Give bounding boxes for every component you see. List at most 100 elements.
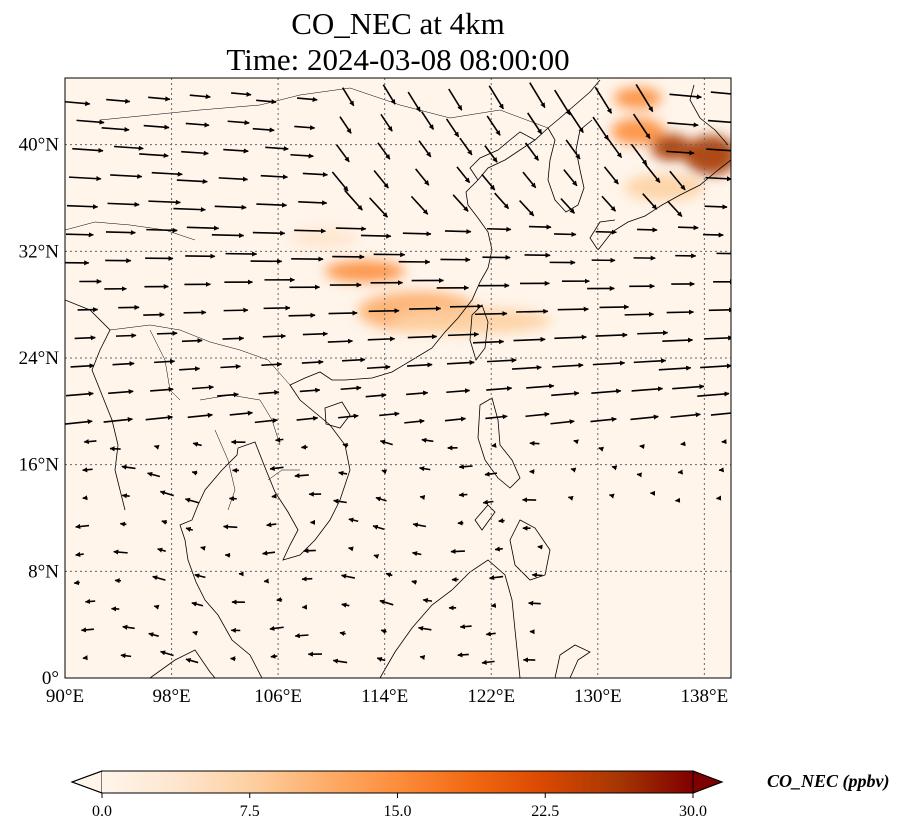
wind-arrow <box>710 412 731 416</box>
wind-arrow <box>704 204 728 210</box>
wind-arrow <box>703 232 724 238</box>
wind-arrow <box>342 357 366 363</box>
wind-arrow <box>707 119 731 124</box>
wind-arrow <box>335 144 350 163</box>
wind-arrow <box>706 148 731 152</box>
wind-arrow <box>632 113 651 139</box>
wind-arrow <box>667 122 699 128</box>
wind-arrow <box>150 386 174 393</box>
wind-arrow <box>342 442 349 448</box>
wind-arrow <box>481 173 496 191</box>
wind-arrow <box>672 384 705 390</box>
wind-arrow <box>153 444 160 450</box>
wind-arrow <box>525 411 550 418</box>
wind-arrow <box>270 653 278 659</box>
wind-arrow <box>66 204 99 210</box>
wind-arrow <box>271 493 277 499</box>
wind-arrow <box>456 166 471 184</box>
wind-arrow <box>80 627 94 633</box>
wind-arrow <box>223 148 249 154</box>
wind-arrow <box>570 467 577 473</box>
wind-arrow <box>252 127 275 133</box>
wind-arrow <box>101 126 130 133</box>
wind-arrow <box>301 576 313 582</box>
wind-arrow <box>605 136 623 159</box>
wind-arrow <box>658 365 692 371</box>
wind-arrow <box>74 335 96 341</box>
wind-arrow <box>669 93 702 100</box>
wind-arrow <box>109 446 121 452</box>
wind-arrow <box>360 233 392 239</box>
wind-arrow <box>194 573 206 579</box>
wind-arrow <box>670 412 701 419</box>
wind-arrow <box>344 189 363 211</box>
wind-arrow <box>601 195 617 212</box>
wind-arrow <box>412 551 422 557</box>
wind-arrow <box>482 499 494 505</box>
lat-tick-label: 32°N <box>19 241 60 262</box>
wind-arrow <box>262 550 276 556</box>
wind-arrow <box>603 166 619 185</box>
wind-arrow <box>458 492 468 498</box>
wind-arrow <box>598 446 604 452</box>
wind-arrow <box>636 472 643 478</box>
wind-arrow <box>529 440 540 446</box>
wind-arrow <box>269 465 284 471</box>
wind-arrow <box>484 145 498 163</box>
wind-arrow <box>341 87 355 107</box>
wind-arrow <box>642 193 658 210</box>
lon-tick-label: 138°E <box>681 686 729 707</box>
wind-arrow <box>75 523 90 530</box>
wind-arrow <box>474 311 508 317</box>
wind-arrow <box>368 308 400 314</box>
wind-arrow <box>608 493 615 499</box>
wind-arrow <box>529 82 546 108</box>
wind-arrow <box>511 365 542 371</box>
wind-arrow <box>84 598 96 605</box>
wind-arrow <box>472 339 505 345</box>
wind-arrow <box>218 176 249 182</box>
wind-arrow <box>669 170 686 191</box>
wind-arrow <box>526 383 555 389</box>
wind-arrow <box>513 336 546 343</box>
wind-arrow <box>106 98 131 104</box>
wind-arrow <box>448 88 463 111</box>
wind-arrow <box>528 600 541 606</box>
lat-tick-label: 8°N <box>28 561 59 582</box>
co-concentration-field <box>291 87 731 334</box>
wind-arrow <box>262 333 286 339</box>
wind-arrow <box>70 363 95 369</box>
wind-arrow <box>700 363 731 369</box>
wind-arrow <box>611 465 618 471</box>
wind-arrow <box>173 207 206 213</box>
wind-arrow <box>348 546 354 552</box>
wind-arrow <box>327 338 354 344</box>
wind-arrow <box>710 91 731 95</box>
wind-arrow <box>662 337 694 343</box>
wind-arrow <box>296 415 319 421</box>
wind-arrow <box>68 176 102 182</box>
wind-arrow <box>486 115 501 136</box>
map-frame <box>64 77 732 679</box>
wind-arrow <box>528 224 552 230</box>
wind-arrow <box>258 389 280 396</box>
wind-arrow <box>531 572 543 578</box>
wind-arrow <box>192 630 198 636</box>
wind-arrow <box>366 364 391 370</box>
wind-arrow <box>191 470 198 476</box>
wind-arrow <box>666 309 695 315</box>
wind-arrow <box>65 232 94 238</box>
wind-arrow <box>421 437 434 443</box>
wind-arrow <box>269 625 284 631</box>
wind-arrow <box>157 547 166 553</box>
wind-arrow <box>485 414 508 420</box>
sumatra-coastline <box>149 649 216 678</box>
wind-arrow <box>185 122 210 128</box>
wind-arrow <box>192 441 202 447</box>
wind-arrow <box>332 658 348 664</box>
map-title: CO_NEC at 4km <box>291 6 505 41</box>
wind-arrow <box>341 602 350 608</box>
wind-arrow <box>288 312 316 318</box>
wind-arrow <box>214 204 247 210</box>
wind-arrow <box>631 386 664 392</box>
